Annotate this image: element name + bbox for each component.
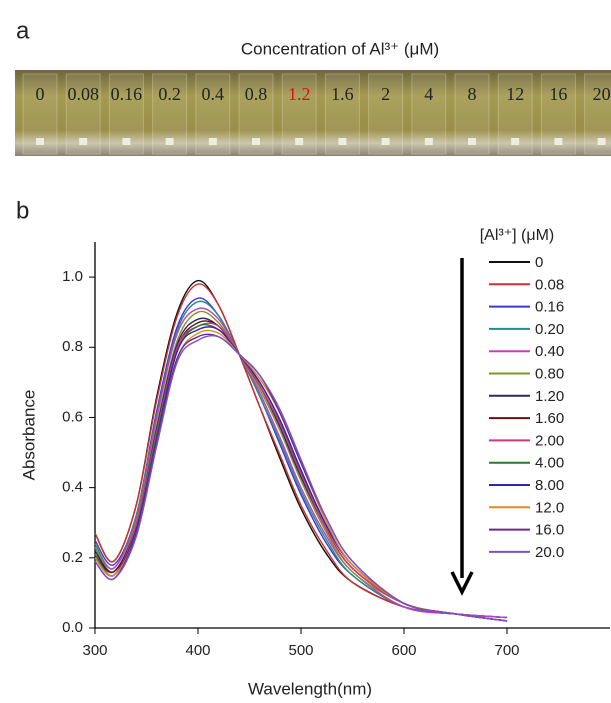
series-line: [94, 279, 508, 619]
y-tick-label: 0.2: [62, 549, 83, 566]
vial-label: 16: [549, 84, 567, 104]
legend-label: 2.00: [535, 432, 564, 449]
vial-label: 0.16: [111, 84, 143, 104]
vial-label: 12: [506, 84, 524, 104]
vial-cap: [79, 138, 88, 145]
trend-arrowhead: [450, 571, 474, 596]
legend-label: 0.08: [535, 276, 564, 293]
vial-cap: [338, 138, 347, 145]
legend-title: [Al³⁺] (μM): [480, 227, 555, 244]
vial-cap: [252, 138, 260, 145]
legend-label: 0: [535, 254, 543, 271]
legend-label: 0.40: [535, 343, 564, 360]
vial-cap: [165, 138, 174, 145]
legend-label: 8.00: [535, 477, 564, 494]
x-tick-label: 300: [82, 642, 107, 659]
x-tick-label: 400: [185, 642, 210, 659]
vial: [152, 73, 188, 155]
legend-label: 12.0: [535, 499, 564, 516]
legend-label: 0.16: [535, 299, 564, 316]
x-tick-label: 500: [288, 642, 313, 659]
vial-label: 20: [593, 84, 611, 104]
series-line: [94, 335, 508, 622]
legend-label: 16.0: [535, 522, 564, 539]
vial-cap: [381, 138, 390, 145]
vial-cap: [122, 138, 131, 145]
vial-cap: [208, 138, 217, 145]
y-tick-label: 0.0: [62, 619, 83, 636]
legend-label: 0.80: [535, 365, 564, 382]
legend-label: 1.60: [535, 410, 564, 427]
panel-label: b: [16, 197, 29, 224]
legend-label: 20.0: [535, 544, 564, 561]
panel-label: a: [16, 17, 30, 44]
legend-label: 4.00: [535, 455, 564, 472]
vial-cap: [295, 138, 304, 145]
vial-label: 0.8: [245, 84, 268, 104]
series-line: [94, 310, 508, 622]
y-axis-label: Absorbance: [19, 390, 38, 481]
vial-cap: [468, 138, 476, 145]
vial-label: 0: [36, 84, 45, 104]
vial-cap: [511, 138, 520, 145]
vial-label: 0.4: [202, 84, 225, 104]
vial-cap: [36, 138, 44, 145]
x-tick-label: 700: [494, 642, 519, 659]
y-tick-label: 1.0: [62, 268, 83, 285]
vial-label: 1.6: [331, 84, 354, 104]
x-axis-label: Wavelength(nm): [248, 679, 372, 698]
series-line: [94, 322, 508, 622]
vial-label: 8: [468, 84, 477, 104]
photo-title: Concentration of Al³⁺ (μM): [241, 39, 439, 58]
legend-label: 1.20: [535, 388, 564, 405]
series-line: [94, 283, 508, 619]
vial-label: 4: [424, 84, 433, 104]
vial-cap: [554, 138, 563, 145]
vial-label: 2: [381, 84, 390, 104]
legend-label: 0.20: [535, 321, 564, 338]
vial-label: 1.2: [288, 84, 311, 104]
vial-label: 0.08: [67, 84, 99, 104]
vial-cap: [597, 138, 606, 145]
y-tick-label: 0.4: [62, 479, 83, 496]
vial-label: 0.2: [158, 84, 181, 104]
vial-row: 0 0.08 0.16 0.2 0.4 0.8 1.2 1.6 2 4 8 12 16 20: [22, 73, 611, 155]
y-tick-label: 0.6: [62, 408, 83, 425]
vial-cap: [424, 138, 433, 145]
x-tick-label: 600: [391, 642, 416, 659]
y-tick-label: 0.8: [62, 338, 83, 355]
series-line: [94, 297, 508, 619]
